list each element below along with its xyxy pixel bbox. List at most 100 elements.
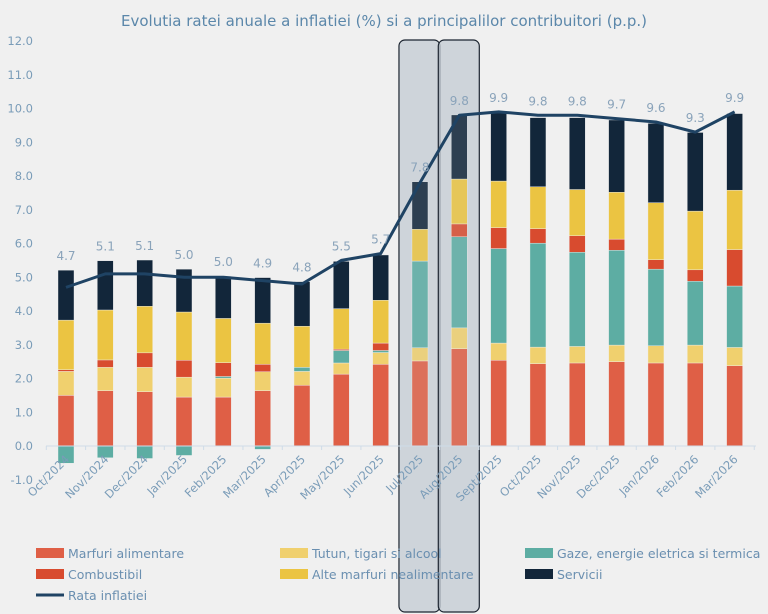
bar-servicii <box>293 281 311 327</box>
bar-gaze-energie-eletrica-si-termica <box>608 250 625 346</box>
bar-marfuri-alimentare <box>411 360 429 447</box>
bar-servicii <box>608 119 625 193</box>
x-tick-label: Jun/2025 <box>340 452 387 499</box>
bar-tutun-tigari-si-alcool <box>411 347 429 362</box>
bar-tutun-tigari-si-alcool <box>569 346 586 364</box>
bar-combustibil <box>136 352 153 368</box>
bar-servicii <box>529 117 547 188</box>
bar-alte-marfuri-nealimentare <box>175 311 193 361</box>
y-tick-label: 6.0 <box>15 237 33 251</box>
bar-combustibil <box>372 342 389 351</box>
legend-swatch <box>280 569 308 579</box>
chart-title: Evolutia ratei anuale a inflatiei (%) si… <box>121 12 647 30</box>
bar-marfuri-alimentare <box>687 362 704 447</box>
bar-tutun-tigari-si-alcool <box>97 367 114 391</box>
bar-servicii <box>333 261 350 309</box>
data-label: 5.0 <box>214 255 233 269</box>
bar-combustibil <box>569 235 586 253</box>
bar-combustibil <box>529 228 547 244</box>
bar-gaze-energie-eletrica-si-termica <box>726 285 743 348</box>
inflation-line: 4.7 5.1 5.1 5.0 5.0 4.9 4.8 5.5 5.7 7.8 9.8 9.9 9.8 9… <box>56 91 744 289</box>
data-label: 9.6 <box>646 101 665 115</box>
y-tick-label: 3.0 <box>15 338 33 352</box>
bar-servicii <box>136 259 153 307</box>
bar-tutun-tigari-si-alcool <box>333 362 350 375</box>
bar-marfuri-alimentare <box>529 363 547 447</box>
bar-combustibil <box>687 269 704 282</box>
bar-gaze-energie-eletrica-si-termica <box>215 376 232 379</box>
bar-gaze-energie-eletrica-si-termica <box>569 252 586 347</box>
bar-combustibil <box>254 364 271 372</box>
bar-gaze-energie-eletrica-si-termica <box>372 350 389 353</box>
bar-combustibil <box>175 360 193 378</box>
legend-swatch <box>280 548 308 558</box>
bar-servicii <box>411 181 429 230</box>
bar-alte-marfuri-nealimentare <box>372 300 389 344</box>
bar-combustibil <box>215 362 232 377</box>
bar-alte-marfuri-nealimentare <box>529 186 547 229</box>
inflation-line-path <box>65 110 736 289</box>
bar-marfuri-alimentare <box>569 362 586 447</box>
bar-tutun-tigari-si-alcool <box>215 377 232 398</box>
y-tick-label: 12.0 <box>7 34 33 48</box>
bar-alte-marfuri-nealimentare <box>490 180 507 228</box>
bar-servicii <box>175 268 193 313</box>
legend-swatch <box>525 548 553 558</box>
data-label: 9.3 <box>686 111 705 125</box>
data-label: 5.1 <box>96 240 115 254</box>
bar-gaze-energie-eletrica-si-termica <box>333 350 350 364</box>
bar-tutun-tigari-si-alcool <box>57 371 75 396</box>
bar-alte-marfuri-nealimentare <box>726 189 743 250</box>
y-tick-label: 4.0 <box>15 304 33 318</box>
bar-alte-marfuri-nealimentare <box>687 210 704 271</box>
y-tick-label: 0.0 <box>15 439 33 453</box>
bar-gaze-energie-eletrica-si-termica <box>451 236 468 329</box>
bar-marfuri-alimentare <box>647 362 665 447</box>
bar-tutun-tigari-si-alcool <box>490 342 507 361</box>
bar-gaze-energie-eletrica-si-termica <box>254 445 271 450</box>
bar-servicii <box>57 269 75 321</box>
bar-tutun-tigari-si-alcool <box>529 346 547 364</box>
bar-tutun-tigari-si-alcool <box>608 344 625 362</box>
bar-marfuri-alimentare <box>333 373 350 447</box>
x-tick-label: Dec/2025 <box>574 452 623 501</box>
data-label: 5.5 <box>332 239 351 253</box>
bar-marfuri-alimentare <box>97 390 114 447</box>
x-axis: Oct/2024Nov/2024Dec/2024Jan/2025Feb/2025… <box>25 445 756 504</box>
bar-alte-marfuri-nealimentare <box>254 322 271 365</box>
data-label: 4.7 <box>56 249 75 263</box>
bar-tutun-tigari-si-alcool <box>136 367 153 392</box>
data-label: 7.8 <box>410 161 429 175</box>
bar-marfuri-alimentare <box>451 348 468 447</box>
legend-label: Alte marfuri nealimentare <box>312 567 474 582</box>
bar-servicii <box>97 260 114 311</box>
bar-tutun-tigari-si-alcool <box>726 347 743 366</box>
y-tick-label: 1.0 <box>15 405 33 419</box>
data-label: 9.7 <box>607 98 626 112</box>
y-tick-label: -1.0 <box>11 473 33 487</box>
bar-alte-marfuri-nealimentare <box>57 319 75 370</box>
bar-combustibil <box>726 249 743 287</box>
y-tick-label: 2.0 <box>15 372 33 386</box>
bar-alte-marfuri-nealimentare <box>97 309 114 361</box>
legend-swatch <box>36 569 64 579</box>
bar-combustibil <box>333 348 350 351</box>
bar-tutun-tigari-si-alcool <box>372 352 389 365</box>
x-tick-label: Dec/2024 <box>102 452 151 501</box>
bar-alte-marfuri-nealimentare <box>293 325 311 368</box>
bar-alte-marfuri-nealimentare <box>333 308 350 350</box>
bar-alte-marfuri-nealimentare <box>569 189 586 236</box>
bar-gaze-energie-eletrica-si-termica <box>490 248 507 344</box>
bar-servicii <box>569 117 586 190</box>
bar-tutun-tigari-si-alcool <box>647 345 665 364</box>
bar-marfuri-alimentare <box>254 390 271 447</box>
bar-tutun-tigari-si-alcool <box>451 327 468 349</box>
bar-tutun-tigari-si-alcool <box>175 376 193 398</box>
y-tick-label: 11.0 <box>7 68 33 82</box>
data-label: 5.1 <box>135 239 154 253</box>
bar-servicii <box>215 276 232 319</box>
bar-tutun-tigari-si-alcool <box>687 344 704 364</box>
bar-servicii <box>647 123 665 203</box>
legend-label: Combustibil <box>68 567 142 582</box>
